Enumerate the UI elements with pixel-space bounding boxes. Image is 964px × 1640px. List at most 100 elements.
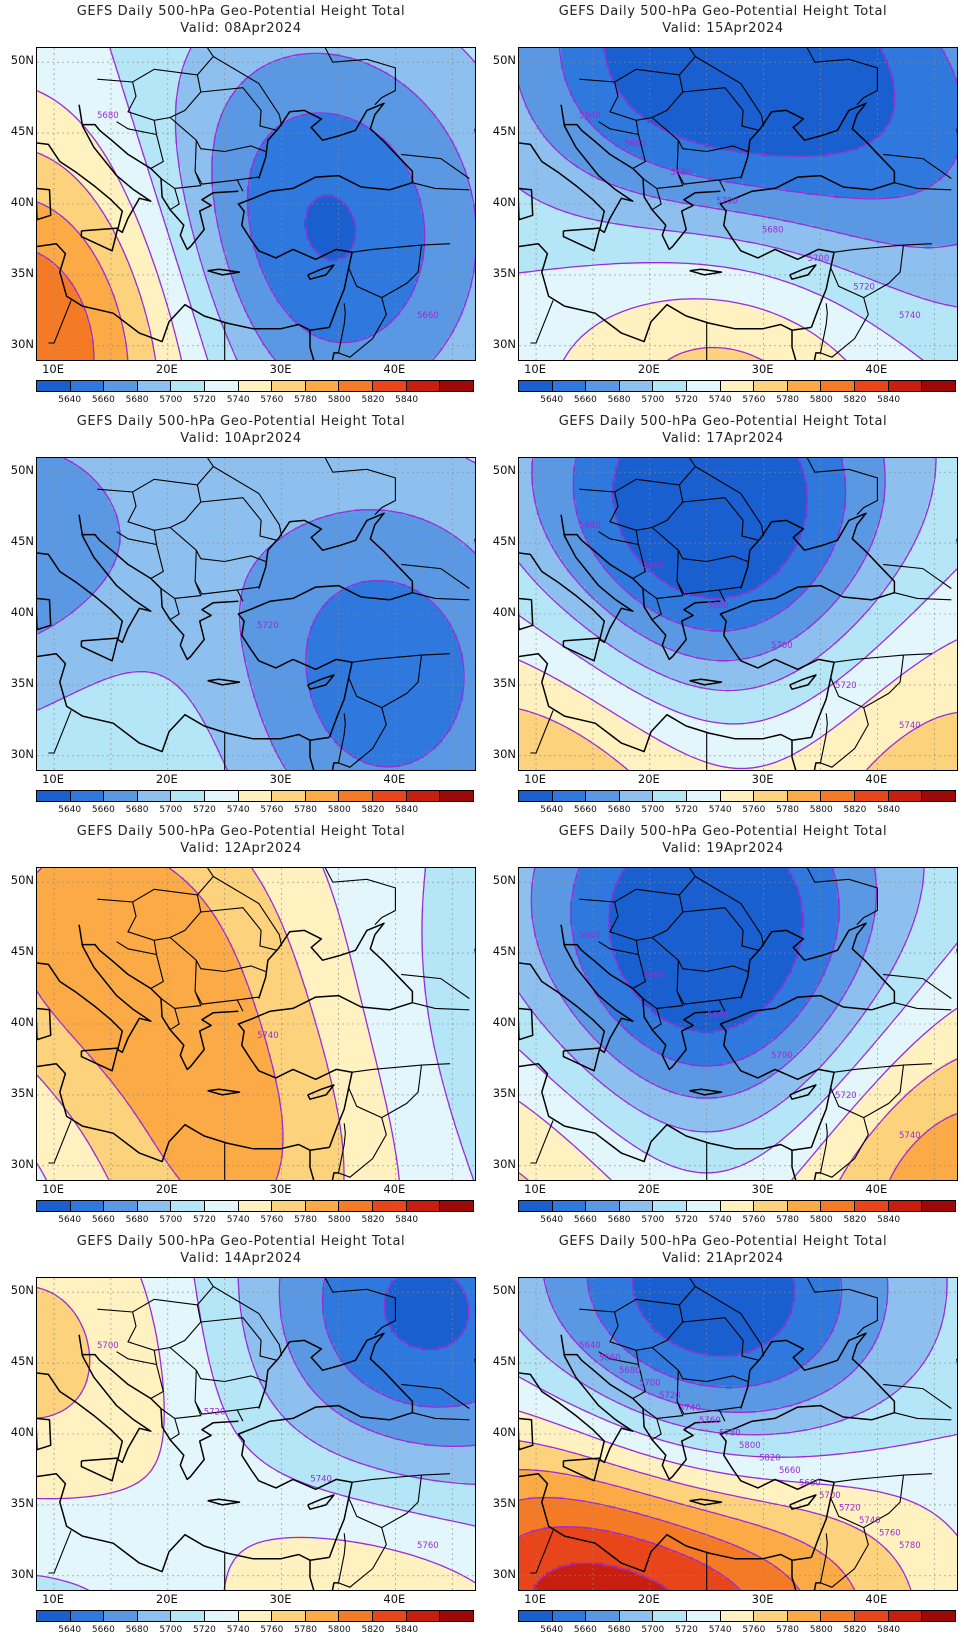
lon-label: 20E [637,772,660,786]
coastline [563,533,721,661]
colorbar-label: 5740 [226,395,250,405]
colorbar-label: 5760 [742,805,766,815]
country-border [352,1473,451,1483]
country-border [116,941,157,956]
colorbar-swatch [855,1611,889,1621]
contour-5780 [519,1469,856,1590]
country-border [116,1351,157,1366]
panel-title: GEFS Daily 500-hPa Geo-Potential Height … [558,824,888,839]
colorbar-swatch [205,1201,239,1211]
panel-valid-date: Valid: 12Apr2024 [180,841,302,856]
panel-title: GEFS Daily 500-hPa Geo-Potential Height … [76,1234,406,1249]
coastline [519,187,534,221]
lat-label: 35N [10,1495,34,1510]
country-border [48,1530,72,1574]
coastline [791,1150,821,1180]
contour-5660 [321,1278,475,1408]
lat-label: 50N [10,463,34,478]
contour-label: 5700 [819,1491,841,1501]
colorbar-swatch [171,791,206,801]
contour-5760 [519,708,957,770]
colorbar-swatch [37,1611,71,1621]
country-border [819,297,869,358]
coastline [789,1084,817,1100]
country-border [169,1347,266,1383]
colorbar-label: 5680 [125,395,149,405]
contour-5680 [543,1278,889,1413]
coastline [562,1047,601,1072]
colorbar-swatch [922,1611,955,1621]
country-border [819,1527,869,1588]
country-border [174,171,202,189]
lat-label: 35N [492,1495,516,1510]
lat-label: 50N [10,1283,34,1298]
colorbar-label: 5740 [708,395,732,405]
country-border [598,941,639,956]
contour-lines [519,48,957,360]
panel-title: GEFS Daily 500-hPa Geo-Potential Height … [558,1234,888,1249]
colorbar-label: 5840 [877,1625,901,1635]
country-border [48,710,72,754]
coastline [740,1332,896,1413]
country-border [213,56,283,127]
panel-valid-date: Valid: 14Apr2024 [180,1251,302,1266]
panel-title: GEFS Daily 500-hPa Geo-Potential Height … [76,414,406,429]
country-border [348,1475,423,1529]
country-border [352,653,451,663]
colorbar-label: 5800 [809,1625,833,1635]
contour-label: 5640 [579,521,601,531]
country-border [200,87,278,131]
contour-label: 5740 [899,721,921,731]
lat-label: 40N [10,1425,34,1439]
country-border [598,1351,639,1366]
contour-5640 [631,1278,795,1357]
coastline [519,652,812,753]
contour-label: 5740 [859,1516,881,1526]
coastline [37,1007,52,1041]
colorbar-swatch [519,1611,553,1621]
lat-label: 35N [492,1085,516,1100]
colorbar-swatch [888,1611,923,1621]
colorbar-swatch [70,791,105,801]
colorbar-swatch [373,381,407,391]
colorbar-label: 5760 [260,1215,284,1225]
country-border [830,1065,905,1119]
colorbar-label: 5840 [395,1215,419,1225]
colorbar-label: 5720 [193,1215,216,1225]
colorbar-swatch [552,381,587,391]
country-border [352,243,451,253]
country-border [200,907,278,951]
colorbar-label: 5760 [260,1625,284,1635]
colorbar-label: 5720 [193,395,216,405]
coastline [37,1472,330,1573]
colorbar-label: 5740 [708,1215,732,1225]
country-border [676,550,741,595]
country-border [883,973,952,999]
coastline [791,1560,821,1590]
colorbar-label: 5760 [260,805,284,815]
contour-labels: 5640 5660 5680 5700 5680 5700 5720 5740 [579,111,921,321]
colorbar-swatch [586,1611,620,1621]
country-border [651,1347,748,1383]
country-border [200,1317,278,1361]
contour-5640 [304,195,357,261]
lat-label: 50N [492,53,516,68]
country-border [894,182,952,191]
country-border [337,1117,387,1178]
lon-label: 30E [269,362,292,376]
contour-labels: 5640 5660 5680 5700 5720 5740 [579,931,921,1141]
coastline [80,1047,119,1072]
colorbar-swatch [205,381,239,391]
colorbar-swatch [922,1201,955,1211]
coastline [80,227,119,252]
contour-label: 5640 [579,931,601,941]
colorbar-label: 5800 [809,395,833,405]
coastline [307,1084,335,1100]
contour-5740 [37,1278,475,1590]
colorbar-swatch [440,1201,473,1211]
panel-valid-date: Valid: 10Apr2024 [180,431,302,446]
country-border [656,1401,684,1419]
lon-label: 10E [524,772,547,786]
country-border [127,894,202,941]
colorbar-swatch [37,1201,71,1211]
